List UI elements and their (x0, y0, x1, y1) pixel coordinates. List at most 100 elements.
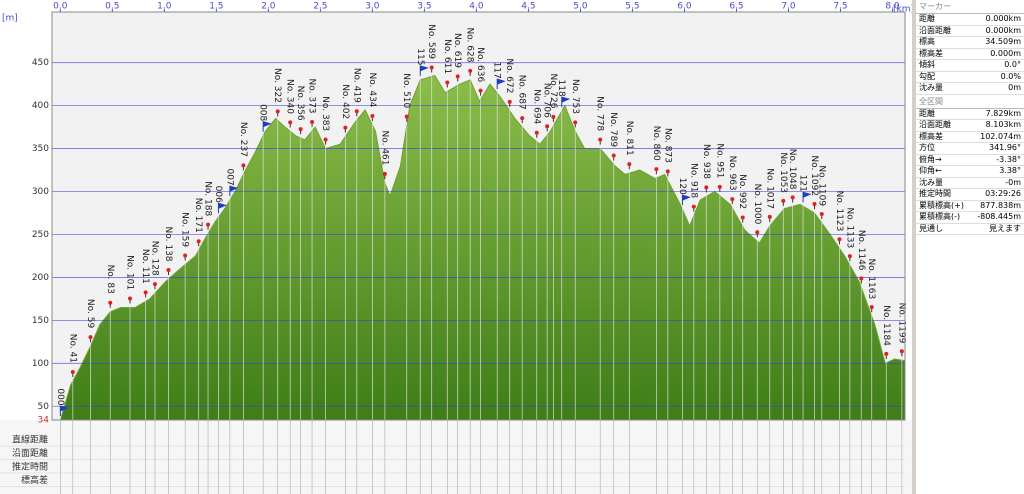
waypoint-pin (152, 282, 157, 287)
waypoint-label: No. 340 (285, 79, 295, 114)
waypoint-flag (496, 78, 506, 90)
waypoint-pin (382, 171, 387, 176)
panel-row: 傾斜 0.0° (916, 60, 1024, 72)
waypoint-pin (196, 239, 201, 244)
waypoint-label: No. 963 (727, 156, 737, 191)
x-tick-label: 2.0 (261, 2, 276, 12)
waypoint-pin (837, 237, 842, 242)
waypoint-label: No. 461 (379, 131, 389, 166)
y-tick-label: 350 (32, 144, 49, 154)
waypoint-label: No. 356 (295, 86, 305, 121)
panel-key: 沈み量 (919, 83, 943, 92)
waypoint-flag (802, 191, 812, 203)
panel-value: 0.000km (985, 25, 1021, 35)
y-tick-label: 300 (32, 187, 49, 197)
chart: [m] [km] 34 50 100 150 200 250 300 350 400 450 0.0… (0, 0, 912, 494)
x-tick-label: 7.5 (833, 2, 847, 12)
info-panel: マーカー 距離 0.000km 沿面距離 0.000km 標高 34.509m 標高差 0.00… (916, 0, 1024, 494)
y-tick-label: 150 (32, 316, 49, 326)
panel-row: 沈み量 0m (916, 83, 1024, 95)
panel-key: 累積標高(-) (919, 212, 961, 221)
panel-key: 標高 (919, 37, 935, 46)
waypoint-pin (445, 80, 450, 85)
panel-row: 沈み量 -0m (916, 178, 1024, 189)
waypoint-label: No. 1109 (816, 165, 826, 206)
panel-value: 102.074m (980, 131, 1021, 141)
waypoint-pin (275, 109, 280, 114)
waypoint-label: No. 1123 (834, 191, 844, 232)
waypoint-pin (288, 120, 293, 125)
x-tick-label: 1.0 (157, 2, 172, 12)
panel-row: 仰角← 3.38° (916, 166, 1024, 178)
waypoint-pin (520, 116, 525, 121)
waypoint-label: No. 811 (624, 121, 634, 156)
y-tick-label: 34 (38, 416, 50, 426)
waypoint-pin (88, 335, 93, 340)
waypoint-label: No. 510 (401, 73, 411, 108)
waypoint-label: 120 (677, 178, 687, 195)
waypoint-pin (611, 153, 616, 158)
panel-key: 見通し (919, 223, 943, 233)
x-tick-label: 3.0 (365, 2, 380, 12)
panel-key: 推定時間 (919, 189, 951, 198)
waypoint-label: No. 992 (737, 174, 747, 209)
waypoint-label: No. 918 (688, 163, 698, 198)
waypoint-pin (468, 68, 473, 73)
x-tick-label: 3.5 (417, 2, 431, 12)
panel-key: 方位 (919, 143, 935, 152)
waypoint-pin (847, 254, 852, 259)
waypoint-flag (217, 202, 227, 214)
waypoint-label: No. 778 (595, 96, 605, 131)
waypoint-pin (370, 113, 375, 118)
panel-value: -808.445m (977, 212, 1021, 221)
panel-header: 全区間 (916, 95, 1024, 109)
panel-row: 見通し 見えます (916, 223, 1024, 235)
waypoint-label: 118 (556, 80, 566, 97)
x-tick-label: 1.5 (209, 2, 223, 12)
waypoint-flag (262, 121, 272, 132)
panel-value: -3.38° (996, 154, 1021, 164)
panel-value: 0.0° (1004, 60, 1021, 69)
y-tick-label: 200 (32, 273, 49, 283)
panel-value: 341.96° (989, 143, 1021, 152)
waypoint-pin (730, 197, 735, 202)
waypoint-label: No. 873 (662, 128, 672, 163)
waypoint-label: No. 753 (570, 79, 580, 114)
waypoint-label: No. 951 (714, 143, 724, 178)
waypoint-flag (681, 194, 691, 206)
waypoint-label: No. 383 (320, 96, 330, 131)
y-tick-label: 450 (32, 58, 49, 68)
waypoint-label: No. 1146 (856, 230, 866, 271)
y-tick-label: 100 (32, 359, 49, 369)
panel-value: 3.38° (999, 166, 1021, 175)
x-tick-label: 8.0 (885, 2, 900, 12)
waypoint-label: No. 1017 (764, 168, 774, 209)
x-tick-label: 5.5 (625, 2, 639, 12)
waypoint-pin (859, 276, 864, 281)
waypoint-label: 007 (224, 169, 234, 186)
waypoint-label: 006 (213, 186, 223, 203)
waypoint-pin (70, 369, 75, 374)
waypoint-pin (704, 185, 709, 190)
waypoint-label: 117 (492, 62, 502, 79)
waypoint-pin (478, 88, 483, 93)
panel-row: 勾配 0.0% (916, 72, 1024, 83)
panel-row: 推定時間 03:29:26 (916, 189, 1024, 201)
panel-key: 傾斜 (919, 60, 935, 69)
waypoint-pin (534, 130, 539, 135)
waypoint-pin (740, 215, 745, 220)
waypoint-label: No. 59 (85, 299, 95, 329)
waypoint-pin (507, 99, 512, 104)
panel-key: 距離 (919, 14, 935, 23)
waypoint-label: 115 (415, 48, 425, 65)
x-tick-label: 7.0 (781, 2, 796, 12)
x-tick-label: 0.5 (105, 2, 119, 12)
panel-value: 見えます (989, 223, 1021, 233)
panel-value: 8.103km (985, 120, 1021, 129)
waypoint-pin (455, 74, 460, 79)
panel-row: 方位 341.96° (916, 143, 1024, 155)
waypoint-pin (298, 127, 303, 132)
waypoint-label: No. 188 (203, 181, 213, 216)
panel-value: 0.000km (985, 14, 1021, 23)
